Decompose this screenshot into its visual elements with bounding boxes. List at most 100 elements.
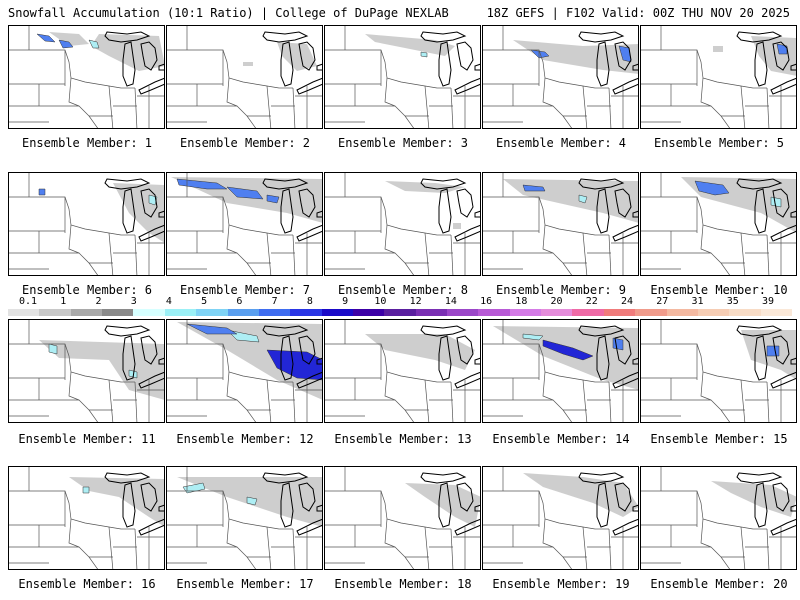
- state-border: [167, 546, 257, 569]
- state-border: [384, 224, 396, 254]
- ensemble-map-panel: [8, 25, 165, 129]
- state-border: [9, 546, 99, 569]
- great-lake: [612, 518, 638, 536]
- scale-tick-label: 10: [374, 296, 387, 307]
- state-border: [9, 105, 99, 128]
- ensemble-map-panel: [324, 172, 481, 276]
- scale-swatch: [102, 309, 134, 316]
- great-lake: [140, 188, 158, 218]
- snowfall-area: [522, 184, 546, 192]
- great-lake: [122, 482, 136, 528]
- great-lake: [296, 371, 322, 389]
- state-border: [9, 252, 99, 275]
- snowfall-area: [365, 334, 475, 370]
- great-lake: [736, 325, 783, 337]
- state-border: [424, 379, 430, 422]
- scale-tick-label: 12: [409, 296, 422, 307]
- scale-tick-label: 39: [761, 296, 775, 307]
- snowfall-area: [36, 33, 56, 43]
- state-border: [292, 87, 296, 128]
- snowfall-map: [325, 467, 480, 569]
- snowfall-map: [641, 173, 796, 275]
- state-border: [608, 87, 612, 128]
- snowfall-map: [483, 173, 638, 275]
- great-lake: [438, 482, 452, 528]
- great-lake: [754, 335, 768, 381]
- scale-swatch: [164, 309, 197, 316]
- state-border: [325, 399, 415, 422]
- state-border: [226, 518, 238, 548]
- great-lake: [454, 371, 480, 389]
- ensemble-map-panel: [482, 172, 639, 276]
- state-border: [542, 77, 554, 107]
- great-lake: [122, 41, 136, 87]
- snowfall-map: [641, 467, 796, 569]
- great-lake: [456, 188, 474, 218]
- great-lake: [614, 188, 632, 218]
- great-lake: [140, 41, 158, 71]
- state-border: [9, 399, 99, 422]
- state-border: [483, 105, 573, 128]
- great-lake: [772, 188, 790, 218]
- ensemble-member-label: Ensemble Member: 14: [492, 432, 630, 446]
- scale-swatch: [321, 309, 354, 316]
- scale-swatch: [447, 309, 479, 316]
- scale-tick-label: 1: [60, 296, 67, 307]
- ensemble-map-panel: [8, 466, 165, 570]
- great-lake: [770, 77, 796, 95]
- ensemble-map-panel: [482, 25, 639, 129]
- snowfall-area: [88, 39, 100, 49]
- great-lake: [632, 63, 638, 71]
- ensemble-member-label: Ensemble Member: 5: [653, 136, 785, 150]
- scale-tick-label: 5: [201, 296, 208, 307]
- great-lake: [772, 482, 790, 512]
- state-border: [450, 87, 454, 128]
- great-lake: [754, 188, 768, 234]
- state-border: [641, 546, 731, 569]
- great-lake: [296, 518, 322, 536]
- ensemble-member-label: Ensemble Member: 3: [337, 136, 469, 150]
- great-lake: [138, 224, 164, 242]
- ensemble-map-panel: [640, 466, 797, 570]
- great-lake: [770, 224, 796, 242]
- great-lake: [456, 482, 474, 512]
- great-lake: [632, 504, 638, 512]
- great-lake: [262, 472, 309, 484]
- state-border: [424, 85, 430, 128]
- scale-tick-label: 22: [585, 296, 598, 307]
- great-lake: [104, 472, 151, 484]
- ensemble-member-label: Ensemble Member: 11: [18, 432, 156, 446]
- snowfall-area: [766, 345, 780, 357]
- state-border: [582, 232, 588, 275]
- snowfall-area: [226, 186, 264, 200]
- ensemble-member-label: Ensemble Member: 7: [179, 283, 311, 297]
- ensemble-member-label: Ensemble Member: 2: [179, 136, 311, 150]
- state-border: [740, 85, 746, 128]
- state-border: [740, 232, 746, 275]
- scale-swatch: [352, 309, 385, 316]
- scale-swatch: [729, 309, 762, 316]
- state-border: [384, 518, 396, 548]
- snowfall-map: [483, 26, 638, 128]
- state-border: [766, 528, 770, 569]
- ensemble-member-label: Ensemble Member: 12: [176, 432, 314, 446]
- state-border: [134, 234, 138, 275]
- ensemble-map-panel: [166, 466, 323, 570]
- snowfall-area: [420, 51, 428, 58]
- state-border: [68, 224, 80, 254]
- ensemble-map-panel: [166, 172, 323, 276]
- scale-swatch: [415, 309, 448, 316]
- great-lake: [578, 178, 625, 190]
- great-lake: [420, 325, 467, 337]
- snowfall-map: [9, 173, 164, 275]
- great-lake: [138, 77, 164, 95]
- snowfall-map: [483, 320, 638, 422]
- state-border: [582, 379, 588, 422]
- great-lake: [280, 482, 294, 528]
- ensemble-map-panel: [324, 466, 481, 570]
- great-lake: [438, 188, 452, 234]
- state-border: [582, 85, 588, 128]
- great-lake: [158, 504, 164, 512]
- great-lake: [612, 371, 638, 389]
- scale-tick-label: 0.1: [18, 296, 38, 307]
